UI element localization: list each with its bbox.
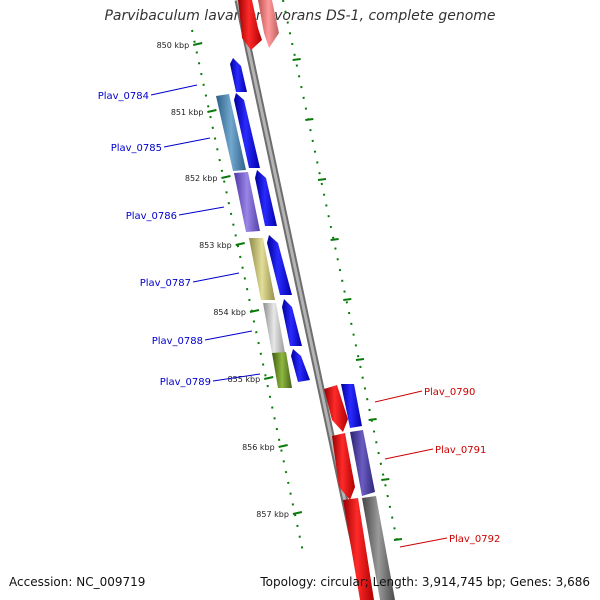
gene-arrow[interactable] <box>291 349 310 382</box>
guide-dash <box>381 478 390 481</box>
kbp-tick-label: 857 kbp <box>256 510 289 519</box>
kbp-tick-mark <box>292 511 303 515</box>
gene-Plav_0792[interactable] <box>362 496 395 600</box>
guide-dash <box>317 178 327 181</box>
guide-dash <box>292 58 301 61</box>
kbp-tick-mark <box>249 309 260 313</box>
gene-labels: Plav_0784 Plav_0785 Plav_0786 Plav_0787 Plav… <box>98 84 500 548</box>
gene-label-Plav_0792[interactable]: Plav_0792 <box>449 534 500 545</box>
kbp-tick-mark <box>192 42 203 46</box>
genome-summary: Topology: circular; Length: 3,914,745 bp… <box>260 575 590 589</box>
gene-label-Plav_0789[interactable]: Plav_0789 <box>160 377 211 388</box>
guide-dash <box>368 418 377 421</box>
gene-leader-line <box>163 137 211 148</box>
guide-dash <box>305 118 314 121</box>
kbp-tick-label: 853 kbp <box>199 241 232 250</box>
forward-blue-arrows <box>230 58 310 382</box>
gene-leader-line <box>374 390 423 403</box>
forward-genes <box>216 94 292 388</box>
gene-arrow[interactable] <box>341 384 362 428</box>
gene-Plav_0784[interactable] <box>216 94 246 171</box>
gene-Plav_0790[interactable] <box>324 385 348 432</box>
gene-Plav_0787[interactable] <box>249 238 275 300</box>
gene-Plav_0791[interactable] <box>350 430 375 496</box>
gene-arrow[interactable] <box>267 235 292 295</box>
kbp-tick-label: 852 kbp <box>185 174 218 183</box>
kbp-tick-label: 856 kbp <box>242 443 275 452</box>
guide-dash <box>343 298 352 301</box>
gene-leader-line <box>212 373 261 382</box>
kbp-tick-mark <box>278 444 288 448</box>
gene-arrow[interactable] <box>230 58 247 92</box>
kbp-tick-mark <box>235 242 245 246</box>
kbp-tick-label: 854 kbp <box>213 308 246 317</box>
gene-label-Plav_0787[interactable]: Plav_0787 <box>140 278 191 289</box>
gene-Plav_0788[interactable] <box>263 303 285 353</box>
guide-dash <box>355 358 365 361</box>
guide-dash <box>393 538 403 541</box>
gene-leader-line <box>399 537 448 548</box>
gene-leader-line <box>178 206 225 216</box>
kbp-ticks: 850 kbp 851 kbp 852 kbp 853 kbp 854 kbp 855 k… <box>157 41 403 541</box>
gene-Plav_0789[interactable] <box>272 352 292 388</box>
kbp-tick-label: 855 kbp <box>228 375 261 384</box>
gene-leader-line <box>192 272 240 283</box>
kbp-tick-label: 851 kbp <box>171 108 204 117</box>
gene-label-Plav_0790[interactable]: Plav_0790 <box>424 387 475 398</box>
kbp-tick-mark <box>221 175 231 179</box>
kbp-tick-mark <box>263 376 274 380</box>
gene-top-pink[interactable] <box>258 0 279 48</box>
kbp-tick-mark <box>207 109 217 113</box>
gene-label-Plav_0784[interactable]: Plav_0784 <box>98 91 149 102</box>
gene-leader-line <box>150 84 198 96</box>
accession-label: Accession: NC_009719 <box>9 575 146 589</box>
gene-arrow[interactable] <box>234 93 260 168</box>
reverse-genes <box>324 384 395 600</box>
gene-label-Plav_0785[interactable]: Plav_0785 <box>111 143 162 154</box>
kbp-tick-label: 850 kbp <box>157 41 190 50</box>
gene-Plav_0791-red[interactable] <box>332 433 355 500</box>
gene-leader-line <box>204 330 253 341</box>
guide-dash <box>330 238 339 241</box>
gene-leader-line <box>384 448 434 460</box>
gene-top-red[interactable] <box>238 0 262 50</box>
dotted-guides <box>191 0 399 553</box>
map-title: Parvibaculum lavamentivorans DS-1, compl… <box>104 8 496 24</box>
gene-Plav_0786[interactable] <box>234 172 260 232</box>
gene-label-Plav_0791[interactable]: Plav_0791 <box>435 445 486 456</box>
gene-label-Plav_0788[interactable]: Plav_0788 <box>152 336 203 347</box>
gene-label-Plav_0786[interactable]: Plav_0786 <box>126 211 177 222</box>
gene-arrow[interactable] <box>255 170 277 226</box>
gene-Plav_0792-red[interactable] <box>343 498 374 600</box>
gene-arrow[interactable] <box>282 299 302 346</box>
